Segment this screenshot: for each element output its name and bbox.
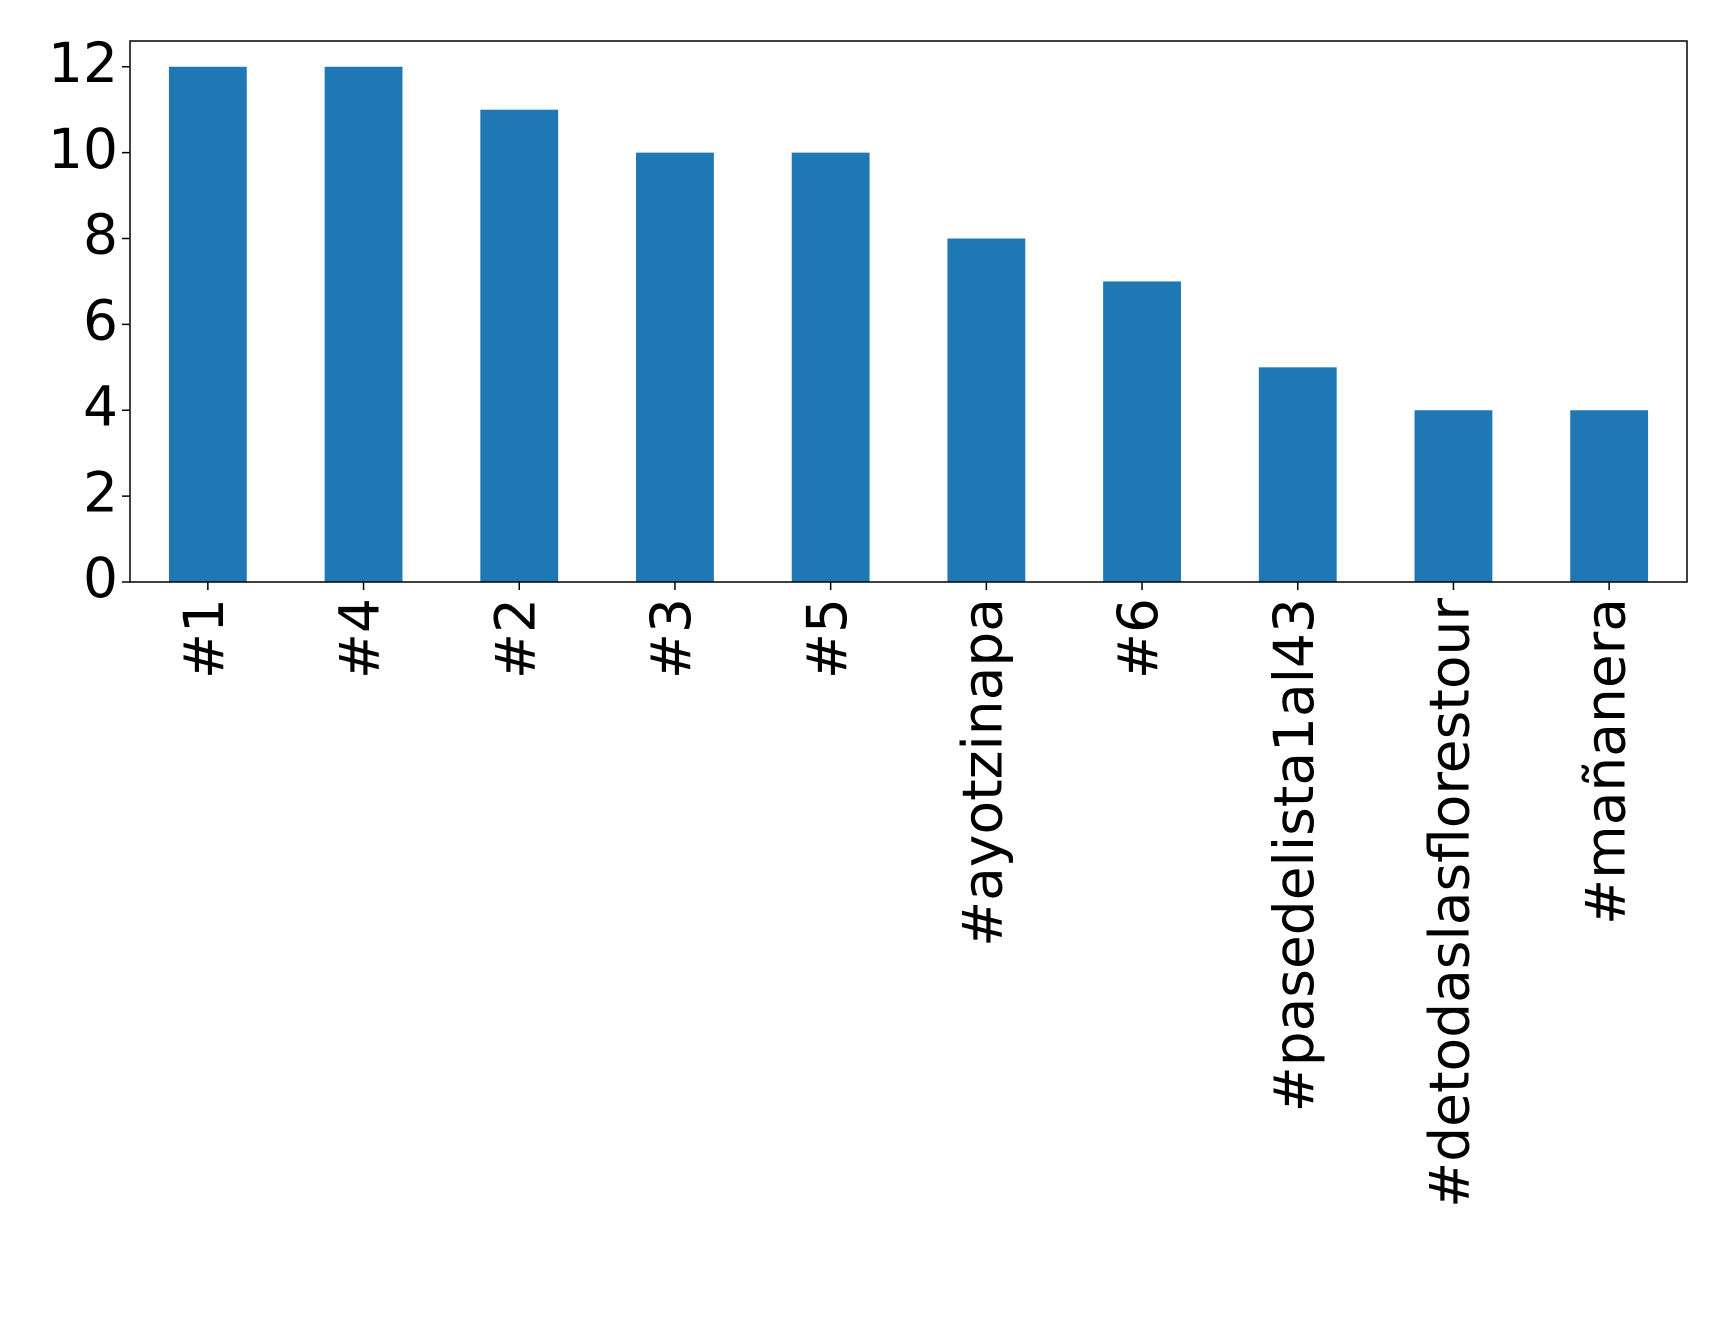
x-tick-label: #4 (328, 598, 392, 679)
x-tick-label: #3 (639, 598, 703, 679)
bar (636, 152, 714, 582)
bar (1414, 410, 1493, 582)
y-tick-label: 8 (83, 203, 118, 267)
plot-frame (129, 40, 1688, 583)
bar (1258, 367, 1337, 582)
x-tick-label: #5 (795, 598, 859, 679)
bar (324, 66, 403, 582)
bar (791, 152, 870, 582)
x-tick-label: #pasedelista1al43 (1262, 598, 1326, 1112)
x-tick-label: #detodaslasflorestour (1418, 598, 1482, 1208)
y-tick-label: 2 (83, 460, 118, 524)
x-tick-label: #6 (1106, 598, 1170, 679)
x-tick-label: #mañanera (1573, 598, 1637, 925)
y-tick-label: 6 (83, 289, 118, 353)
y-tick-label: 10 (48, 117, 118, 181)
y-tick-label: 0 (83, 546, 118, 610)
bar (168, 66, 247, 582)
x-tick-label: #1 (172, 598, 236, 679)
bar (947, 238, 1026, 582)
y-tick-label: 12 (48, 31, 118, 95)
bar (1570, 410, 1649, 582)
x-tick-label: #ayotzinapa (950, 598, 1014, 947)
bar (1103, 281, 1181, 582)
y-tick-label: 4 (83, 374, 118, 438)
x-tick-label: #2 (483, 598, 547, 679)
bar (480, 109, 559, 582)
